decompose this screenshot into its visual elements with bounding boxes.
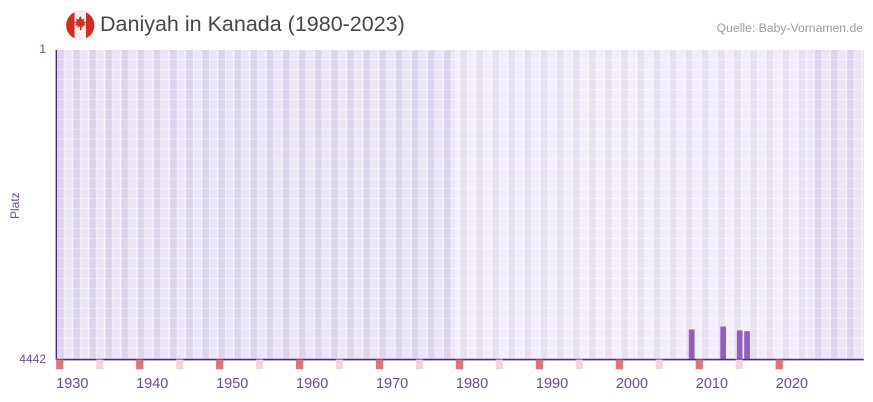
svg-text:1970: 1970	[376, 376, 408, 392]
svg-text:1940: 1940	[136, 376, 168, 392]
svg-text:2000: 2000	[616, 376, 648, 392]
svg-text:1990: 1990	[536, 376, 568, 392]
svg-text:2020: 2020	[776, 376, 808, 392]
svg-text:1960: 1960	[296, 376, 328, 392]
svg-text:1: 1	[39, 42, 46, 56]
svg-text:4442: 4442	[19, 352, 46, 366]
svg-text:1950: 1950	[216, 376, 248, 392]
svg-text:1980: 1980	[456, 376, 488, 392]
svg-text:1930: 1930	[56, 376, 88, 392]
svg-text:2010: 2010	[696, 376, 728, 392]
